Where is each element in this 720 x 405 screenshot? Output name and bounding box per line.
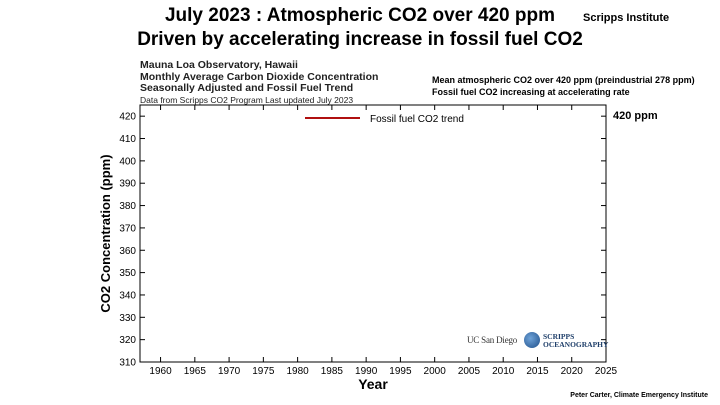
x-tick-label: 1970 <box>218 366 241 377</box>
x-tick-label: 1985 <box>321 366 344 377</box>
chart-title-line-1: Mauna Loa Observatory, Hawaii <box>140 59 298 71</box>
chart-title-line-2: Monthly Average Carbon Dioxide Concentra… <box>140 70 379 83</box>
x-tick-label: 1960 <box>149 366 172 377</box>
x-tick-label: 1975 <box>252 366 275 377</box>
slide-title: July 2023 : Atmospheric CO2 over 420 ppm… <box>0 4 720 52</box>
y-tick-label: 370 <box>119 223 136 234</box>
ppm-label: 420 ppm <box>613 110 658 122</box>
y-tick-label: 410 <box>119 134 136 145</box>
scripps-emblem-icon <box>524 332 540 348</box>
legend-label: Fossil fuel CO2 trend <box>370 114 464 125</box>
note-line-1: Mean atmospheric CO2 over 420 ppm (prein… <box>432 75 695 85</box>
y-tick-label: 420 <box>119 112 136 123</box>
chart-title-line-3: Seasonally Adjusted and Fossil Fuel Tren… <box>140 82 354 94</box>
x-tick-label: 2005 <box>458 366 481 377</box>
y-tick-label: 310 <box>119 358 136 369</box>
plot-frame <box>139 104 607 363</box>
x-tick-label: 1995 <box>389 366 412 377</box>
note-block: Mean atmospheric CO2 over 420 ppm (prein… <box>432 74 695 98</box>
x-tick-label: 2010 <box>492 366 515 377</box>
x-tick-label: 2020 <box>561 366 584 377</box>
x-tick-label: 2000 <box>424 366 447 377</box>
legend: Fossil fuel CO2 trend <box>305 114 464 125</box>
credit: Peter Carter, Climate Emergency Institut… <box>570 392 708 399</box>
y-tick-label: 400 <box>119 156 136 167</box>
y-tick-label: 330 <box>119 313 136 324</box>
y-tick-label: 340 <box>119 290 136 301</box>
slide-title-line-1: July 2023 : Atmospheric CO2 over 420 ppm <box>164 5 555 26</box>
scripps-logo-line-1: SCRIPPS <box>543 332 575 341</box>
chart-subtitle: Data from Scripps CO2 Program Last updat… <box>140 94 354 105</box>
axis-layer: 1960 1965 1970 1975 1980 1985 1990 1995 2000 2005… <box>98 104 618 392</box>
scripps-logo-line-2: OCEANOGRAPHY <box>543 340 609 349</box>
y-tick-label: 350 <box>119 268 136 279</box>
x-tick-label: 1965 <box>184 366 207 377</box>
chart-title-block: Mauna Loa Observatory, Hawaii Monthly Av… <box>140 59 379 106</box>
slide-title-line-2: Driven by accelerating increase in fossi… <box>137 29 583 50</box>
scripps-logo-text: SCRIPPS OCEANOGRAPHY <box>543 333 608 349</box>
y-tick-label: 390 <box>119 179 136 190</box>
x-tick-label: 1990 <box>355 366 378 377</box>
source-label: Scripps Institute <box>583 12 670 24</box>
y-tick-label: 380 <box>119 201 136 212</box>
y-axis-label: CO2 Concentration (ppm) <box>98 154 113 312</box>
x-tick-label: 1980 <box>286 366 309 377</box>
x-axis-label: Year <box>358 376 388 392</box>
ucsd-logo: UC San Diego <box>467 335 518 345</box>
y-tick-label: 360 <box>119 246 136 257</box>
note-line-2: Fossil fuel CO2 increasing at accelerati… <box>432 87 630 97</box>
x-tick-label: 2025 <box>595 366 618 377</box>
y-tick-label: 320 <box>119 335 136 346</box>
scripps-logo: SCRIPPS OCEANOGRAPHY <box>524 331 610 353</box>
x-tick-label: 2015 <box>526 366 549 377</box>
